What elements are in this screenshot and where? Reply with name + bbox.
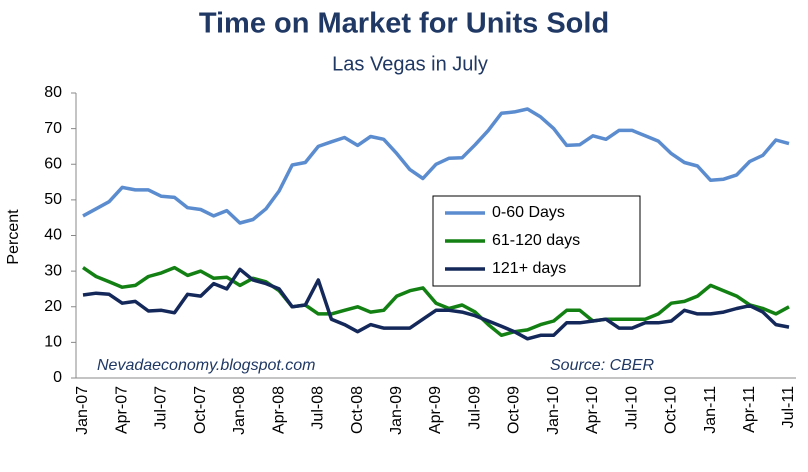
x-tick-label: Apr-08 <box>270 386 287 434</box>
y-tick-label: 70 <box>44 120 62 137</box>
x-tick-label: Apr-10 <box>584 386 601 434</box>
x-tick-label: Jan-09 <box>388 386 405 435</box>
annotation: Source: CBER <box>550 357 654 374</box>
x-tick-label: Jan-11 <box>702 386 719 434</box>
legend-label: 121+ days <box>492 260 566 277</box>
x-tick-label: Jan-07 <box>74 386 91 435</box>
x-tick-label: Jul-10 <box>623 386 640 430</box>
x-tick-label: Jan-08 <box>231 386 248 435</box>
y-tick-label: 10 <box>44 334 62 351</box>
x-tick-label: Jul-08 <box>310 386 327 430</box>
x-tick-label: Jul-09 <box>466 386 483 430</box>
x-tick-label: Oct-08 <box>349 386 366 434</box>
y-tick-label: 0 <box>53 369 62 386</box>
annotation: Nevadaeconomy.blogspot.com <box>97 357 316 374</box>
series-line <box>82 267 790 341</box>
x-tick-label: Jan-10 <box>545 386 562 435</box>
chart-title: Time on Market for Units Sold <box>199 8 609 40</box>
x-tick-label: Apr-07 <box>113 386 130 434</box>
y-tick-label: 60 <box>44 155 62 172</box>
x-tick-label: Oct-10 <box>663 386 680 434</box>
y-tick-label: 80 <box>44 84 62 101</box>
y-tick-label: 40 <box>44 227 62 244</box>
x-tick-label: Apr-11 <box>741 386 758 433</box>
legend-label: 0-60 Days <box>492 204 565 221</box>
series-line <box>82 107 790 225</box>
legend-label: 61-120 days <box>492 232 580 249</box>
x-tick-label: Jul-11 <box>780 386 797 428</box>
x-tick-label: Jul-07 <box>153 386 170 430</box>
y-tick-label: 50 <box>44 191 62 208</box>
x-tick-label: Oct-09 <box>506 386 523 434</box>
y-axis-label: Percent <box>5 209 22 265</box>
x-tick-label: Apr-09 <box>427 386 444 434</box>
chart-subtitle: Las Vegas in July <box>332 53 488 75</box>
y-tick-label: 30 <box>44 262 62 279</box>
x-tick-label: Oct-07 <box>192 386 209 434</box>
y-tick-label: 20 <box>44 298 62 315</box>
series-line <box>82 265 790 338</box>
